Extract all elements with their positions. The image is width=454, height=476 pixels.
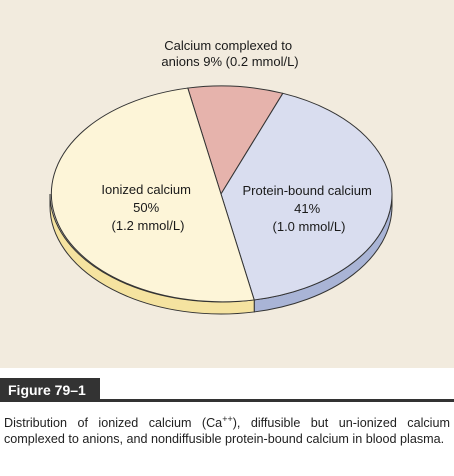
caption-superscript: ++ (222, 413, 233, 424)
caption-text-end: ), diffusible but un-ionized calcium com… (4, 416, 450, 446)
label-complexed: Calcium complexed to anions 9% (0.2 mmol… (161, 38, 298, 69)
figure-label-bar: Figure 79–1 (0, 378, 454, 402)
figure-rule (0, 399, 454, 402)
pie-slice-complexed (187, 85, 284, 195)
pie-slices (50, 85, 393, 303)
figure-caption: Distribution of ionized calcium (Ca++), … (4, 413, 450, 447)
pie-slice-protein-bound (220, 92, 393, 301)
pie-slice-ionized (50, 87, 255, 303)
figure-number: Figure 79–1 (0, 378, 100, 402)
label-protein-bound: Protein-bound calcium 41% (1.0 mmol/L) (243, 183, 376, 234)
pie-chart: Calcium complexed to anions 9% (0.2 mmol… (49, 38, 393, 315)
caption-text-start: Distribution of ionized calcium (Ca (4, 416, 223, 430)
label-ionized: Ionized calcium 50% (1.2 mmol/L) (101, 182, 194, 233)
figure-panel: Calcium complexed to anions 9% (0.2 mmol… (0, 0, 454, 368)
